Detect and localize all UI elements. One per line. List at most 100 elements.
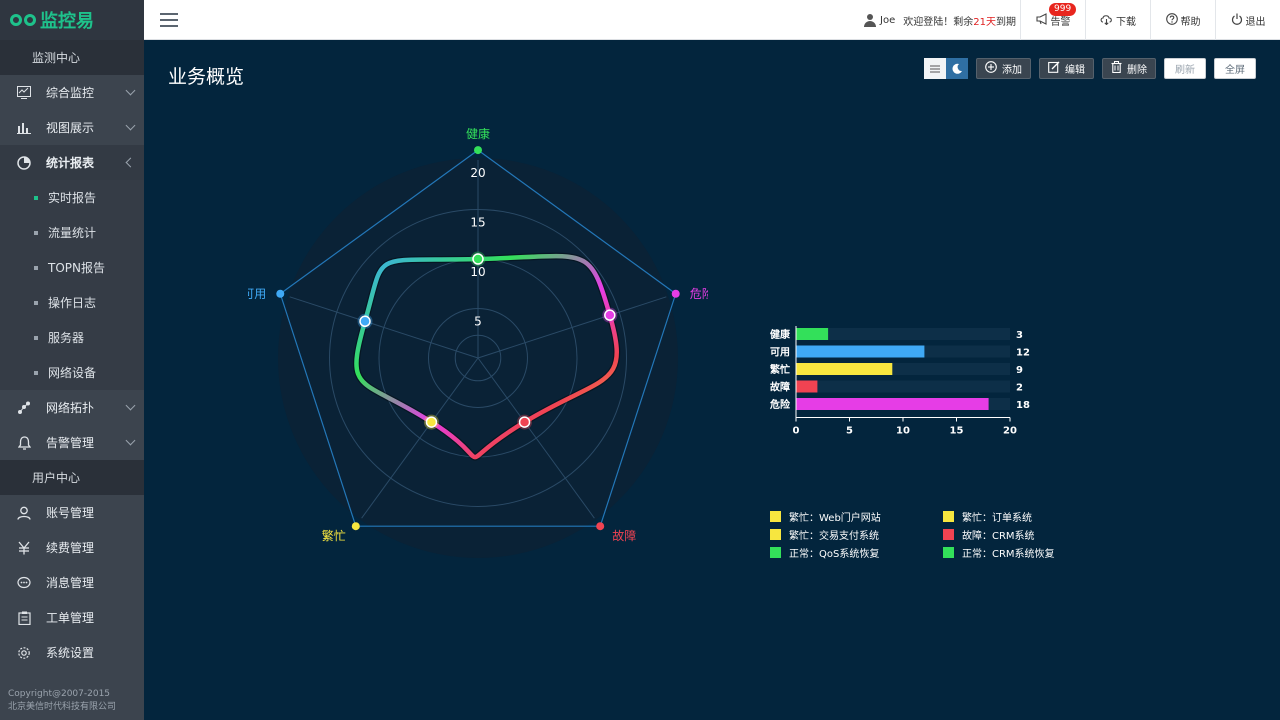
sidebar-subitem-network[interactable]: 网络设备 xyxy=(0,355,144,390)
bullet-icon xyxy=(34,230,38,235)
legend-item: 故障：CRM系统 xyxy=(943,528,1116,542)
legend-swatch xyxy=(943,511,954,522)
delete-button[interactable]: 删除 xyxy=(1102,58,1156,79)
username[interactable]: Joe xyxy=(880,14,896,26)
sidebar-subitem-label: 服务器 xyxy=(48,331,85,345)
sidebar-item-account[interactable]: 账号管理 xyxy=(0,495,144,530)
sidebar-item-settings[interactable]: 系统设置 xyxy=(0,635,144,670)
legend-label: 正常：CRM系统恢复 xyxy=(962,549,1055,560)
hamburger-menu-icon[interactable] xyxy=(160,13,178,27)
main-content: 业务概览 添加 编辑 xyxy=(144,40,1280,720)
sidebar: 监控易 监测中心 综合监控 视图展示 统计报表 实时报告 流量统计 xyxy=(0,0,144,720)
bar[interactable] xyxy=(796,380,818,393)
legend-label: 繁忙：订单系统 xyxy=(962,513,1032,524)
chevron-down-icon xyxy=(125,85,136,96)
topbar: Joe 欢迎登陆！剩余 21天 到期 告警 999 下载 帮助 xyxy=(144,0,1280,40)
radar-point[interactable] xyxy=(359,315,371,328)
radar-point[interactable] xyxy=(604,309,616,321)
top-actions: 告警 999 下载 帮助 退出 xyxy=(1020,0,1280,40)
legend-item: 繁忙：订单系统 xyxy=(943,510,1116,524)
bar[interactable] xyxy=(796,328,829,340)
radar-tick-label: 20 xyxy=(470,166,485,180)
add-button[interactable]: 添加 xyxy=(976,58,1031,79)
sidebar-item-reports[interactable]: 统计报表 xyxy=(0,145,144,180)
legend-swatch xyxy=(770,547,781,558)
section-monitor-center: 监测中心 xyxy=(0,40,144,75)
sidebar-subitem-realtime[interactable]: 实时报告 xyxy=(0,180,144,215)
bar-category-label: 健康 xyxy=(770,328,791,341)
radar-tick-label: 10 xyxy=(470,265,485,279)
download-label: 下载 xyxy=(1116,16,1136,28)
chevron-down-icon xyxy=(125,120,136,131)
logo-text: 监控易 xyxy=(40,11,94,32)
radar-indicator-label: 故障 xyxy=(612,528,636,543)
radar-axis-point xyxy=(276,289,285,298)
sidebar-item-label: 续费管理 xyxy=(46,541,95,555)
sidebar-subitem-topn[interactable]: TOPN报告 xyxy=(0,250,144,285)
sidebar-subitem-label: 实时报告 xyxy=(48,191,97,205)
bar[interactable] xyxy=(796,345,925,358)
days-left: 21天 xyxy=(973,16,996,28)
bar-x-tick-label: 15 xyxy=(950,426,964,437)
radar-point[interactable] xyxy=(425,416,438,428)
sidebar-item-tickets[interactable]: 工单管理 xyxy=(0,600,144,635)
logout-label: 退出 xyxy=(1245,16,1266,28)
sidebar-subitem-label: 操作日志 xyxy=(48,296,97,310)
sidebar-subitem-server[interactable]: 服务器 xyxy=(0,320,144,355)
sidebar-item-overview[interactable]: 综合监控 xyxy=(0,75,144,110)
logout-button[interactable]: 退出 xyxy=(1215,0,1280,40)
legend-label: 繁忙：交易支付系统 xyxy=(789,531,879,542)
sidebar-item-label: 综合监控 xyxy=(46,86,95,100)
bar-value-label: 12 xyxy=(1016,348,1030,359)
sidebar-item-alarms[interactable]: 告警管理 xyxy=(0,425,144,460)
edit-label: 编辑 xyxy=(1065,65,1085,76)
bar-chart-icon xyxy=(16,120,32,136)
radar-point[interactable] xyxy=(518,416,531,428)
bar-x-tick-label: 20 xyxy=(1003,426,1017,437)
refresh-button[interactable]: 刷新 xyxy=(1164,58,1206,79)
sidebar-item-label: 告警管理 xyxy=(46,436,95,450)
radar-axis-line xyxy=(289,296,479,359)
help-button[interactable]: 帮助 xyxy=(1150,0,1215,40)
logo[interactable]: 监控易 xyxy=(0,0,144,40)
sidebar-item-label: 系统设置 xyxy=(46,646,95,660)
radar-axis-line xyxy=(477,296,667,359)
edit-button[interactable]: 编辑 xyxy=(1039,58,1094,79)
sidebar-item-label: 消息管理 xyxy=(46,576,95,590)
sidebar-item-view[interactable]: 视图展示 xyxy=(0,110,144,145)
radar-tick-label: 5 xyxy=(474,315,482,329)
sidebar-item-messages[interactable]: 消息管理 xyxy=(0,565,144,600)
night-mode-icon[interactable] xyxy=(946,58,968,79)
bar-track xyxy=(796,380,1010,393)
sidebar-subitem-oplog[interactable]: 操作日志 xyxy=(0,285,144,320)
list-view-icon[interactable] xyxy=(924,58,946,79)
alarm-button[interactable]: 告警 999 xyxy=(1020,0,1085,40)
legend-label: 繁忙：Web门户网站 xyxy=(789,513,881,524)
fullscreen-button[interactable]: 全屏 xyxy=(1214,58,1256,79)
bar-x-tick-label: 5 xyxy=(846,426,853,437)
radar-axes xyxy=(276,146,680,531)
view-toggle xyxy=(924,58,968,80)
sidebar-item-label: 统计报表 xyxy=(46,156,95,170)
legend-swatch xyxy=(943,529,954,540)
sidebar-item-topology[interactable]: 网络拓扑 xyxy=(0,390,144,425)
user-info: Joe 欢迎登陆！剩余 21天 到期 xyxy=(864,0,1016,40)
radar-tick-label: 15 xyxy=(470,216,485,230)
sidebar-item-renewal[interactable]: 续费管理 xyxy=(0,530,144,565)
fullscreen-label: 全屏 xyxy=(1225,65,1245,76)
bar-track xyxy=(796,328,1010,340)
section-user-center: 用户中心 xyxy=(0,460,144,495)
legend-swatch xyxy=(943,547,954,558)
bullet-icon xyxy=(34,300,38,305)
radar-indicator-label: 可用 xyxy=(248,287,266,301)
download-button[interactable]: 下载 xyxy=(1085,0,1150,40)
bar[interactable] xyxy=(796,363,893,375)
bar[interactable] xyxy=(796,398,989,410)
bar-value-label: 3 xyxy=(1016,330,1023,341)
legend-label: 故障：CRM系统 xyxy=(962,531,1035,542)
bar-chart-rows: 健康 3 可用 12 繁忙 9 故障 2 危险 18 xyxy=(769,328,1030,411)
clipboard-icon xyxy=(16,610,32,626)
sidebar-subitem-traffic[interactable]: 流量统计 xyxy=(0,215,144,250)
radar-point[interactable] xyxy=(472,253,484,265)
